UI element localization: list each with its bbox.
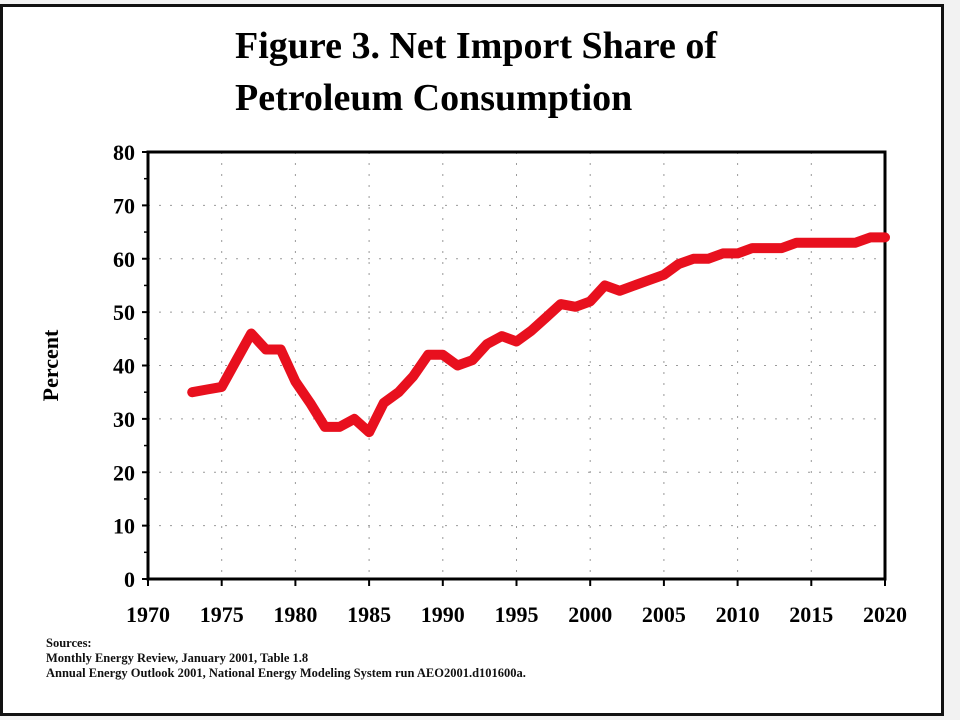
y-tick-label: 60 [113,247,135,272]
chart-title-line-1: Figure 3. Net Import Share of [235,25,717,67]
plot-area-border [146,150,887,581]
chart-title: Figure 3. Net Import Share of Petroleum … [235,20,717,124]
chart-title-line-2: Petroleum Consumption [235,77,633,119]
y-tick-label: 20 [113,460,135,485]
x-tick-label: 1995 [495,602,539,627]
x-tick-label: 1985 [347,602,391,627]
y-tick-label: 30 [113,407,135,432]
x-tick-label: 2020 [863,602,907,627]
x-tick-label: 1970 [126,602,170,627]
x-tick-label: 2005 [642,602,686,627]
x-tick-label: 2000 [568,602,612,627]
axis-ticks [142,151,886,586]
y-tick-label: 80 [113,140,135,165]
y-axis-tick-labels: 0 10 20 30 40 50 60 70 80 [113,140,135,592]
x-tick-label: 2010 [716,602,760,627]
grid-lines [148,152,885,579]
source-line-1: Monthly Energy Review, January 2001, Tab… [46,651,309,665]
x-tick-label: 1990 [421,602,465,627]
x-tick-label: 2015 [789,602,833,627]
sources-heading: Sources: [46,636,92,650]
y-tick-label: 10 [113,514,135,539]
x-tick-label: 1980 [273,602,317,627]
y-tick-label: 50 [113,300,135,325]
x-tick-label: 1975 [200,602,244,627]
x-axis-tick-labels: 1970 1975 1980 1985 1990 1995 2000 2005 2010 2015… [126,602,907,627]
sources-note: Sources: Monthly Energy Review, January … [46,636,526,681]
net-import-share-line [187,232,890,438]
y-tick-label: 0 [124,567,135,592]
y-tick-label: 70 [113,193,135,218]
y-axis-title: Percent [38,329,63,401]
source-line-2: Annual Energy Outlook 2001, National Ene… [46,666,526,680]
y-tick-label: 40 [113,354,135,379]
